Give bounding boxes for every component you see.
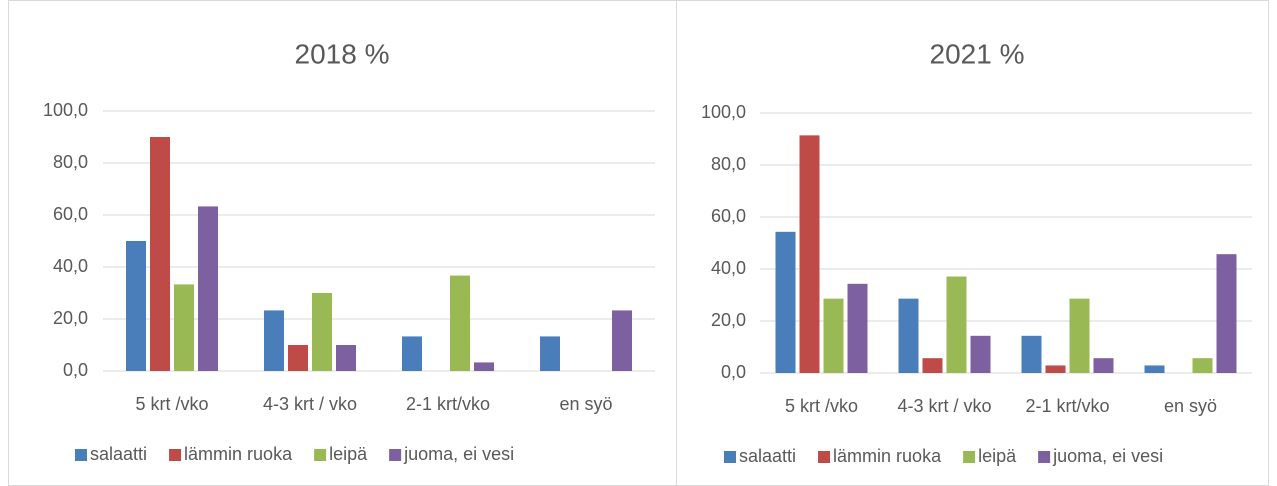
y-tick-label: 0,0 — [63, 360, 88, 380]
legend-swatch — [724, 451, 736, 463]
bar — [898, 298, 919, 373]
bar — [540, 336, 560, 371]
y-tick-label: 0,0 — [721, 362, 746, 382]
x-tick-label: en syö — [1164, 396, 1217, 416]
bar — [799, 135, 820, 373]
legend-label: lämmin ruoka — [184, 444, 293, 464]
x-tick-label: 5 krt /vko — [785, 396, 858, 416]
bar — [1093, 358, 1114, 373]
legend-swatch — [314, 449, 327, 461]
legend-label: juoma, ei vesi — [1052, 446, 1163, 466]
y-tick-label: 100,0 — [701, 102, 746, 122]
x-tick-label: 4-3 krt / vko — [263, 394, 357, 414]
x-tick-label: 4-3 krt / vko — [897, 396, 991, 416]
x-tick-label: 2-1 krt/vko — [406, 394, 490, 414]
legend-swatch — [389, 449, 402, 461]
bar — [1192, 358, 1213, 373]
legend-label: salaatti — [739, 446, 796, 466]
bar — [775, 231, 796, 373]
bar — [1045, 365, 1066, 373]
y-tick-label: 20,0 — [53, 308, 88, 328]
bar — [612, 310, 632, 371]
bar — [946, 276, 967, 373]
bar — [847, 283, 868, 373]
bar — [1216, 254, 1237, 373]
bar — [474, 362, 494, 371]
chart-panel — [8, 0, 677, 486]
bar — [450, 275, 470, 371]
legend-label: leipä — [978, 446, 1017, 466]
bar — [1069, 298, 1090, 373]
bar — [336, 345, 356, 371]
legend-label: salaatti — [90, 444, 147, 464]
bar — [126, 241, 146, 371]
bar — [1021, 335, 1042, 373]
y-tick-label: 20,0 — [711, 310, 746, 330]
bar — [922, 358, 943, 373]
legend-swatch — [169, 449, 182, 461]
y-tick-label: 60,0 — [53, 204, 88, 224]
bar — [402, 336, 422, 371]
legend-swatch — [818, 451, 831, 463]
legend-swatch — [75, 449, 87, 461]
bar — [312, 293, 332, 371]
bar — [174, 284, 194, 371]
bar — [150, 137, 170, 371]
bar — [288, 345, 308, 371]
x-tick-label: 2-1 krt/vko — [1025, 396, 1109, 416]
x-tick-label: en syö — [559, 394, 612, 414]
bar — [823, 298, 844, 373]
y-tick-label: 80,0 — [711, 154, 746, 174]
bar — [1144, 365, 1165, 373]
legend-swatch — [963, 451, 976, 463]
y-tick-label: 100,0 — [43, 100, 88, 120]
legend-label: lämmin ruoka — [833, 446, 942, 466]
y-tick-label: 60,0 — [711, 206, 746, 226]
chart-panel — [676, 0, 1269, 486]
y-tick-label: 40,0 — [53, 256, 88, 276]
legend-label: juoma, ei vesi — [403, 444, 514, 464]
bar — [198, 206, 218, 371]
chart-title: 2021 % — [930, 38, 1025, 69]
x-tick-label: 5 krt /vko — [135, 394, 208, 414]
chart-title: 2018 % — [295, 38, 390, 69]
legend-swatch — [1038, 451, 1051, 463]
legend-label: leipä — [329, 444, 368, 464]
y-tick-label: 80,0 — [53, 152, 88, 172]
bar — [264, 310, 284, 371]
y-tick-label: 40,0 — [711, 258, 746, 278]
bar — [970, 335, 991, 373]
